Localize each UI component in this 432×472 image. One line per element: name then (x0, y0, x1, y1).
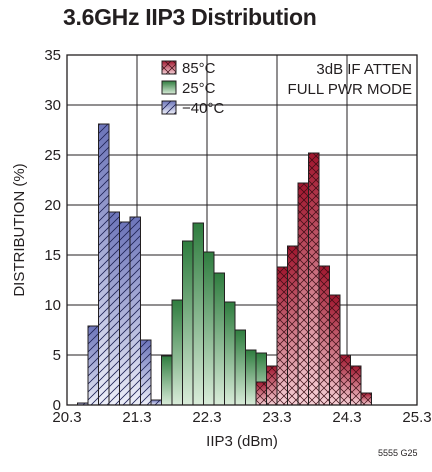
legend-swatch-hatch (162, 61, 176, 74)
bar-hatch (140, 340, 151, 405)
x-tick-label: 23.3 (262, 409, 291, 426)
bar-25c (203, 252, 214, 405)
bar-hatch (277, 267, 288, 405)
axes-layer: 0 5 10 15 20 25 30 35 20.3 21.3 22.3 23.3 24.3 25.3 II… (11, 47, 432, 450)
y-tick-label: 20 (44, 197, 61, 214)
annotation-line: 3dB IF ATTEN (316, 61, 412, 78)
bar-hatch (266, 366, 277, 405)
y-tick-label: 10 (44, 297, 61, 314)
bar-25c (214, 273, 225, 405)
bar-hatch (256, 382, 267, 405)
bar-hatch (119, 222, 130, 405)
legend-swatch-hatch (162, 101, 176, 114)
bar-hatch (329, 295, 340, 405)
bar-25c (182, 241, 193, 405)
legend-label: −40°C (182, 100, 224, 117)
bar-25c (161, 356, 172, 405)
y-tick-label: 35 (44, 47, 61, 64)
bar-25c (224, 302, 235, 405)
y-tick-label: 25 (44, 147, 61, 164)
bar-hatch (308, 153, 319, 405)
bar-hatch (88, 326, 99, 405)
bar-hatch (109, 212, 120, 405)
legend-swatch-outline (161, 100, 177, 115)
chart-title: 3.6GHz IIP3 Distribution (63, 4, 317, 30)
legend-label: 25°C (182, 80, 216, 97)
x-tick-label: 20.3 (52, 409, 81, 426)
bar-25c (193, 223, 204, 405)
legend-swatch-outline (161, 80, 177, 95)
x-tick-label: 25.3 (402, 409, 431, 426)
y-tick-label: 5 (53, 347, 61, 364)
y-axis-label: DISTRIBUTION (%) (11, 163, 28, 296)
bars-layer (77, 123, 372, 406)
y-tick-label: 15 (44, 247, 61, 264)
figure-code: 5555 G25 (378, 448, 418, 458)
x-tick-label: 22.3 (192, 409, 221, 426)
annotation: 3dB IF ATTEN FULL PWR MODE (288, 61, 412, 98)
bar-hatch (340, 355, 351, 405)
x-tick-label: 24.3 (332, 409, 361, 426)
bar-25c (172, 300, 183, 405)
legend: 85°C 25°C −40°C (161, 60, 224, 117)
annotation-line: FULL PWR MODE (288, 81, 412, 98)
legend-label: 85°C (182, 60, 216, 77)
bar-25c (256, 353, 267, 405)
legend-swatch-outline (161, 60, 177, 75)
y-tick-label: 0 (53, 397, 61, 414)
bar-25c (235, 330, 246, 405)
bar-hatch (130, 217, 141, 405)
bar-hatch (350, 366, 361, 405)
bar-hatch (287, 246, 298, 405)
x-axis-label: IIP3 (dBm) (206, 433, 278, 450)
plot-frame (66, 54, 418, 406)
bar-hatch (151, 400, 162, 405)
bar-hatch (298, 183, 309, 405)
bar-hatch (361, 393, 372, 405)
legend-swatch (162, 81, 176, 94)
y-tick-label: 30 (44, 97, 61, 114)
bar-hatch (77, 403, 88, 405)
bar-25c (245, 350, 256, 405)
x-tick-label: 21.3 (122, 409, 151, 426)
bar-hatch (319, 266, 330, 405)
bar-hatch (98, 124, 109, 405)
